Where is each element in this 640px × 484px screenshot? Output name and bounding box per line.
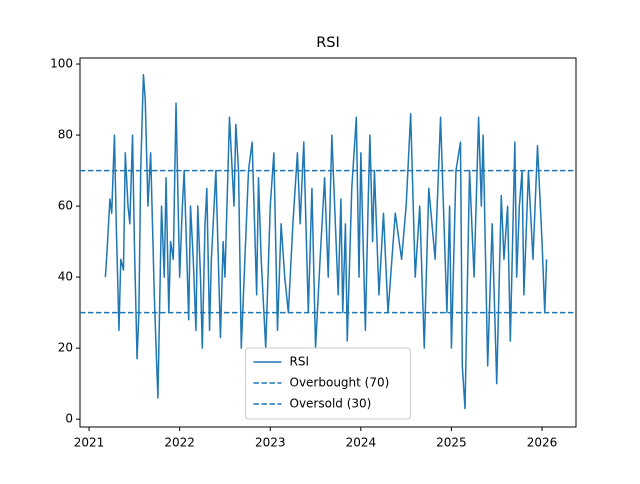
y-tick-label: 20	[58, 341, 73, 355]
y-tick-label: 40	[58, 270, 73, 284]
legend-box	[245, 347, 411, 420]
chart-title: RSI	[316, 35, 340, 51]
x-tick-label: 2024	[346, 436, 377, 450]
y-tick-label: 80	[58, 128, 73, 142]
x-tick-label: 2021	[74, 436, 105, 450]
y-tick-label: 100	[50, 57, 73, 71]
y-tick-label: 60	[58, 199, 73, 213]
y-tick-label: 0	[65, 412, 73, 426]
plot-frame	[79, 57, 577, 428]
x-tick-label: 2023	[255, 436, 286, 450]
legend-label: Overbought (70)	[290, 376, 390, 390]
x-tick-label: 2022	[164, 436, 195, 450]
x-tick-label: 2026	[527, 436, 558, 450]
rsi-line	[104, 73, 548, 410]
legend-label: RSI	[290, 355, 310, 369]
x-tick-label: 2025	[436, 436, 467, 450]
legend-label: Oversold (30)	[290, 397, 372, 411]
